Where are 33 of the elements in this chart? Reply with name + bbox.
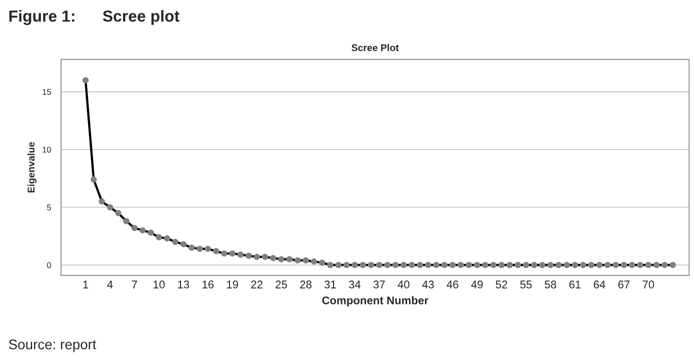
- y-tick-label: 10: [42, 146, 52, 153]
- x-tick-label: 16: [202, 280, 214, 288]
- x-tick-label: 49: [471, 280, 483, 288]
- x-tick-label: 7: [132, 280, 138, 288]
- chart-subtitle: Figure 1: Scree plot: [9, 10, 180, 25]
- x-tick-label: 52: [496, 280, 508, 288]
- chart-title: Scree Plot: [352, 44, 399, 52]
- x-tick-label: 25: [276, 280, 288, 288]
- y-tick-label: 5: [47, 204, 51, 210]
- x-tick-label: 40: [398, 280, 410, 288]
- x-tick-label: 34: [348, 280, 361, 288]
- x-tick-label: 19: [227, 280, 238, 288]
- x-tick-label: 13: [178, 280, 190, 288]
- x-axis-title: Component Number: [322, 296, 428, 307]
- x-tick-label: 28: [300, 280, 312, 288]
- x-tick-label: 55: [520, 280, 532, 288]
- x-tick-label: 61: [569, 280, 581, 288]
- x-tick-label: 31: [324, 280, 336, 288]
- x-tick-label: 37: [373, 280, 385, 288]
- x-tick-label: 67: [618, 280, 630, 288]
- y-tick-label: 0: [47, 262, 52, 268]
- x-tick-label: 1: [83, 280, 88, 288]
- y-tick-label: 15: [42, 89, 51, 95]
- x-tick-label: 70: [642, 280, 654, 288]
- x-tick-label: 58: [544, 280, 556, 288]
- source-note: Source: report: [8, 340, 96, 352]
- x-tick-label: 43: [422, 280, 434, 288]
- y-axis-title: Eigenvalue: [27, 142, 37, 192]
- x-tick-label: 4: [107, 280, 113, 288]
- x-tick-label: 64: [594, 280, 606, 288]
- x-tick-label: 22: [251, 280, 262, 288]
- x-tick-label: 10: [154, 280, 165, 288]
- x-tick-label: 46: [446, 280, 458, 288]
